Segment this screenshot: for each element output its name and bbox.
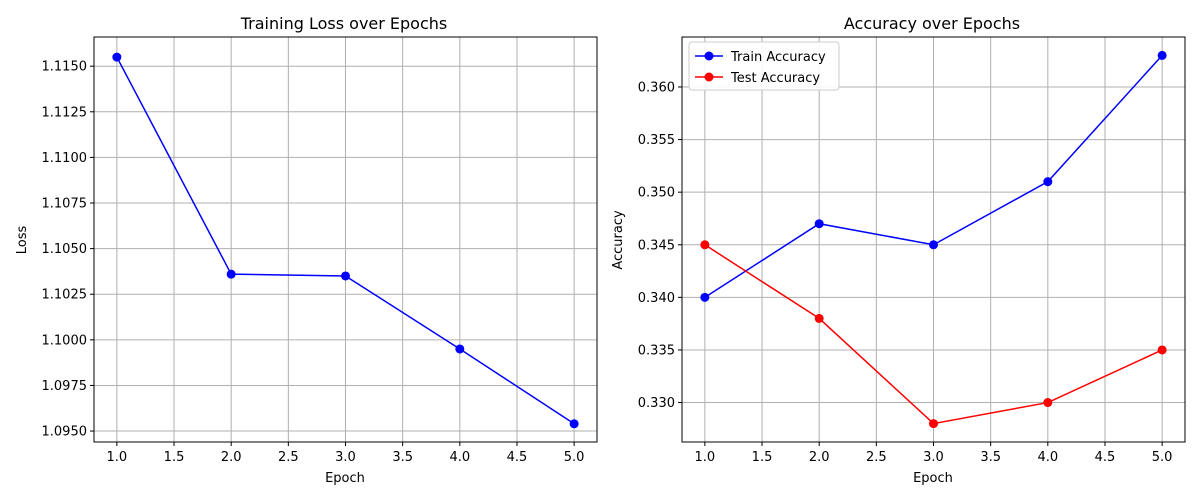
accuracy-series-0-point xyxy=(814,219,824,229)
loss-x-tick-label: 3.0 xyxy=(335,450,356,465)
loss-ticks: 1.0 1.5 2.0 2.5 3.0 3.5 4.0 4.5 5.0 1.0950 1.0975 1… xyxy=(42,60,585,465)
loss-x-axis-label: Epoch xyxy=(325,471,365,486)
accuracy-series-0-point xyxy=(1043,177,1053,187)
loss-series-0-point xyxy=(569,419,579,429)
loss-y-tick-label: 1.1000 xyxy=(42,333,88,348)
accuracy-x-tick-label: 2.5 xyxy=(866,450,887,465)
loss-series-0-point xyxy=(455,344,465,354)
loss-y-tick-label: 1.1125 xyxy=(42,105,88,120)
accuracy-series-0-point xyxy=(929,240,938,250)
accuracy-series-0-point xyxy=(700,292,710,302)
accuracy-x-tick-label: 1.0 xyxy=(695,450,716,465)
loss-chart-title: Training Loss over Epochs xyxy=(240,14,448,33)
loss-y-tick-label: 1.0950 xyxy=(42,425,88,440)
legend-box xyxy=(688,41,840,91)
accuracy-series-1-point xyxy=(700,240,710,250)
accuracy-series-1-point xyxy=(1043,398,1053,408)
loss-y-tick-label: 1.0975 xyxy=(42,379,88,394)
loss-y-tick-label: 1.1100 xyxy=(42,151,88,166)
loss-x-tick-label: 4.0 xyxy=(449,450,470,465)
loss-y-tick-label: 1.1150 xyxy=(42,60,88,75)
accuracy-chart: Accuracy over Epochs 1.0 1.5 2.0 2.5 3.0 3.5 4… xyxy=(611,14,1186,486)
loss-series-0-point xyxy=(341,271,350,281)
accuracy-x-tick-label: 4.5 xyxy=(1095,450,1116,465)
accuracy-x-axis-label: Epoch xyxy=(913,471,953,486)
loss-x-tick-label: 1.5 xyxy=(164,450,185,465)
accuracy-y-tick-label: 0.355 xyxy=(638,133,675,148)
accuracy-series-layer xyxy=(700,50,1167,429)
accuracy-y-tick-label: 0.345 xyxy=(638,238,675,253)
legend-label-train: Train Accuracy xyxy=(730,50,826,65)
accuracy-y-tick-label: 0.340 xyxy=(638,291,675,306)
loss-x-tick-label: 1.0 xyxy=(107,450,128,465)
accuracy-ticks: 1.0 1.5 2.0 2.5 3.0 3.5 4.0 4.5 5.0 0.330 0.335 0.3… xyxy=(638,80,1173,465)
accuracy-x-tick-label: 1.5 xyxy=(752,450,773,465)
accuracy-y-axis-label: Accuracy xyxy=(611,210,626,270)
loss-series-layer xyxy=(112,52,579,429)
loss-series-0-point xyxy=(226,269,236,279)
accuracy-series-1-point xyxy=(1157,345,1167,355)
loss-series-0-point xyxy=(112,52,122,62)
loss-chart: Training Loss over Epochs 1.0 1.5 2.0 2.5 3.… xyxy=(15,14,598,486)
loss-x-tick-label: 2.0 xyxy=(221,450,242,465)
accuracy-y-tick-label: 0.360 xyxy=(638,80,675,95)
accuracy-chart-title: Accuracy over Epochs xyxy=(844,14,1020,33)
accuracy-y-tick-label: 0.330 xyxy=(638,396,675,411)
loss-y-tick-label: 1.1025 xyxy=(42,288,88,303)
accuracy-series-1-point xyxy=(814,313,824,323)
legend-marker-test xyxy=(704,72,714,82)
accuracy-y-tick-label: 0.335 xyxy=(638,343,675,358)
accuracy-series-1-point xyxy=(929,419,938,429)
loss-y-tick-label: 1.1075 xyxy=(42,197,88,212)
loss-y-tick-label: 1.1050 xyxy=(42,242,88,257)
loss-gridlines xyxy=(94,37,597,442)
loss-x-tick-label: 4.5 xyxy=(507,450,528,465)
loss-x-tick-label: 3.5 xyxy=(392,450,413,465)
loss-x-tick-label: 2.5 xyxy=(278,450,299,465)
accuracy-x-tick-label: 3.5 xyxy=(980,450,1001,465)
accuracy-series-0-point xyxy=(1157,50,1167,60)
accuracy-x-tick-label: 5.0 xyxy=(1152,450,1173,465)
legend-label-test: Test Accuracy xyxy=(730,71,820,86)
accuracy-legend: Train Accuracy Test Accuracy xyxy=(688,41,840,91)
accuracy-x-tick-label: 4.0 xyxy=(1037,450,1058,465)
accuracy-y-tick-label: 0.350 xyxy=(638,186,675,201)
legend-marker-train xyxy=(704,51,714,61)
accuracy-x-tick-label: 3.0 xyxy=(923,450,944,465)
accuracy-x-tick-label: 2.0 xyxy=(809,450,830,465)
accuracy-gridlines xyxy=(682,37,1185,442)
loss-x-tick-label: 5.0 xyxy=(564,450,585,465)
loss-y-axis-label: Loss xyxy=(15,226,30,255)
